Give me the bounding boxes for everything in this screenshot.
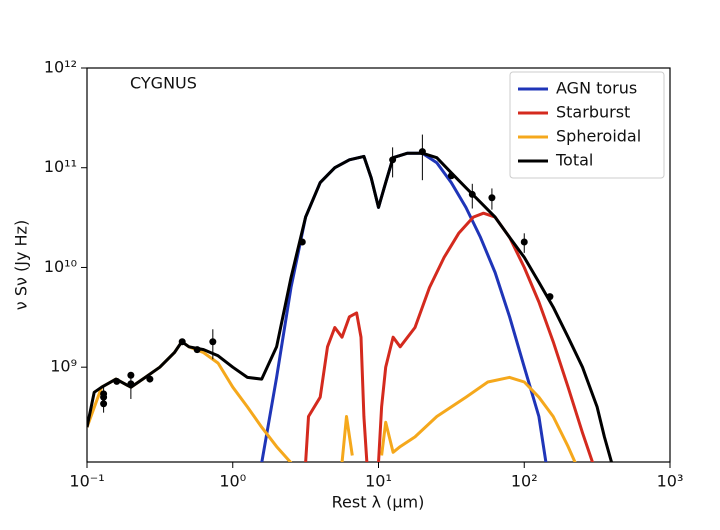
y-tick-label: 10¹¹	[44, 157, 77, 176]
y-axis-label: ν Sν (Jy Hz)	[12, 220, 31, 310]
x-tick-label: 10¹	[365, 472, 392, 491]
x-tick-label: 10⁰	[219, 472, 246, 491]
x-tick-label: 10⁻¹	[69, 472, 104, 491]
x-axis-label: Rest λ (μm)	[332, 493, 425, 512]
legend-box	[509, 71, 665, 179]
x-tick-label: 10²	[511, 472, 538, 491]
y-tick-label: 10⁹	[50, 357, 77, 376]
data-point	[298, 238, 306, 246]
data-point	[520, 238, 528, 246]
y-tick-label: 10¹²	[44, 58, 77, 77]
legend-label: Total	[555, 151, 593, 170]
data-point	[113, 377, 121, 385]
annotation: CYGNUS	[130, 74, 197, 93]
data-point	[447, 172, 455, 180]
data-point	[127, 380, 135, 388]
series-line	[87, 151, 614, 462]
data-point	[389, 156, 397, 164]
data-point	[178, 338, 186, 346]
data-point	[100, 400, 108, 408]
data-point	[193, 346, 201, 354]
series-line	[260, 151, 548, 462]
legend-label: Spheroidal	[556, 127, 641, 146]
data-point	[468, 190, 476, 198]
y-tick-label: 10¹⁰	[44, 257, 77, 276]
series-line	[87, 340, 577, 462]
legend-label: Starburst	[556, 103, 630, 122]
legend-label: AGN torus	[556, 79, 637, 98]
data-point	[488, 194, 496, 202]
data-point	[546, 293, 554, 301]
x-tick-label: 10³	[657, 472, 684, 491]
data-point	[146, 375, 154, 383]
data-point	[100, 390, 108, 398]
data-point	[418, 148, 426, 156]
data-point	[209, 338, 217, 346]
series-line	[304, 211, 595, 462]
